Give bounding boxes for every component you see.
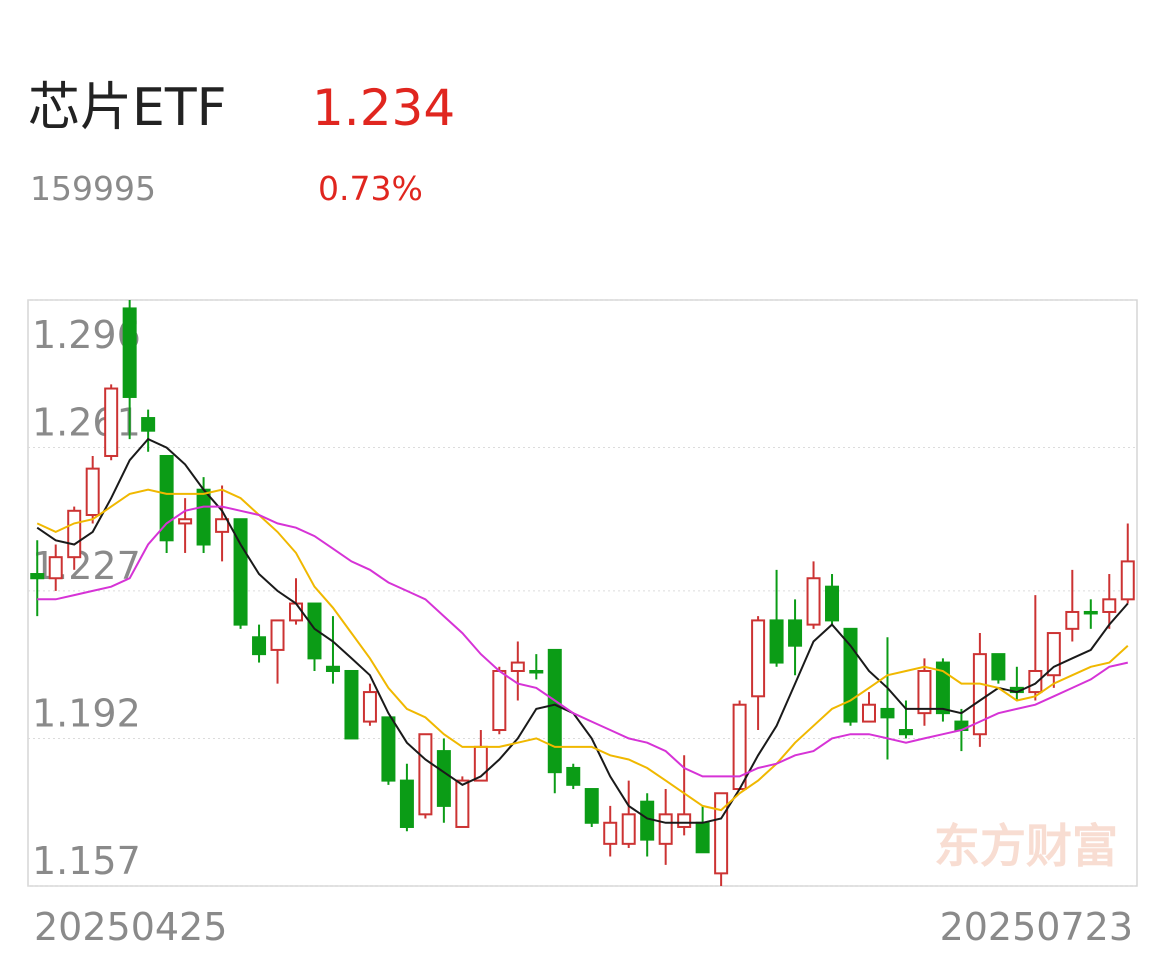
candle-body [566,766,581,786]
candle-body [1120,560,1135,601]
candle-body [1083,610,1098,615]
candle-body [825,585,840,622]
candle-body [751,619,766,698]
x-tick-label: 20250723 [940,905,1133,949]
plot-frame [27,299,1138,887]
candle-body [362,691,377,723]
candle-body [621,813,636,845]
y-tick-label: 1.261 [32,401,141,445]
candle-body [325,665,340,672]
candle-body [178,518,193,525]
candle-body [603,821,618,845]
y-tick-label: 1.192 [32,691,141,735]
candle-body [67,509,82,559]
candle-body [307,602,322,660]
candle-body [972,653,987,736]
candle-body [547,648,562,774]
x-tick-label: 20250425 [34,905,227,949]
candle-body [917,669,932,715]
candle-body [270,619,285,651]
candle-body [1102,598,1117,613]
candle-body [455,779,470,828]
candle-body [196,488,211,546]
title: 芯片ETF [28,78,227,138]
candle-body [104,387,119,457]
candle-body [159,454,174,542]
candle-body [695,821,710,854]
candle-body [1065,610,1080,630]
candle-body [381,716,396,782]
candle-body [215,518,230,533]
candle-body [289,602,304,622]
candle-body [529,669,544,674]
candle-body [806,577,821,626]
candle-body [399,779,414,828]
ma-line [37,505,1129,778]
candle-body [584,788,599,824]
candle-body [843,627,858,723]
ma-line [36,488,1129,812]
candle-body [233,518,248,626]
price: 1.234 [312,79,455,137]
candle-body [640,800,655,841]
candle-body [658,813,673,845]
candle-body [898,729,913,736]
candle-body [880,707,895,719]
candle-body [510,661,525,672]
candle-body [935,661,950,715]
candle-body [436,750,451,807]
candle-body [677,813,692,828]
candle-body [252,636,267,656]
watermark: 东方财富 [934,819,1118,873]
candle-body [788,619,803,647]
candle-body [1046,632,1061,677]
candle-body [141,417,156,432]
candle-body [30,573,45,580]
y-tick-label: 1.157 [32,839,141,883]
code: 159995 [30,169,156,208]
candle-body [122,307,137,398]
candle-body [492,669,507,732]
candle-body [48,556,63,580]
candle-body [1028,669,1043,694]
candle-body [861,703,876,723]
candle-body [344,669,359,740]
change: 0.73% [318,169,423,208]
candle-body [418,733,433,816]
candle-body [85,467,100,517]
candle-body [769,619,784,664]
candle-body [991,653,1006,681]
